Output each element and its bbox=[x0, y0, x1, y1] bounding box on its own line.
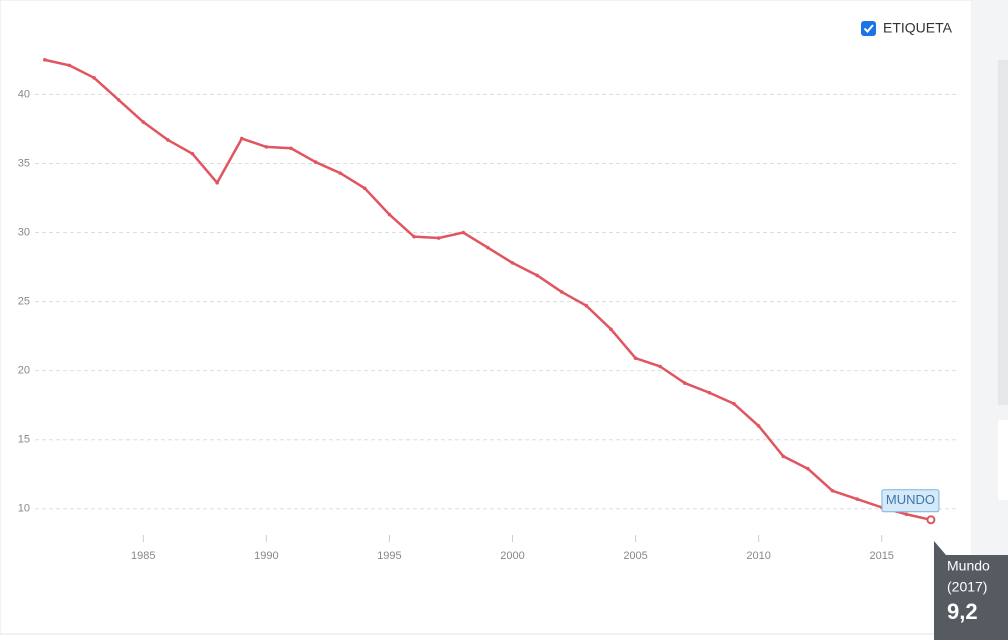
line-label-box bbox=[881, 489, 940, 513]
checkmark bbox=[863, 24, 874, 33]
data-point bbox=[732, 401, 736, 406]
tooltip-pointer bbox=[934, 541, 946, 555]
tooltip bbox=[934, 555, 1008, 640]
data-point bbox=[926, 515, 936, 525]
data-point bbox=[781, 454, 786, 459]
y-tick-label: 15 bbox=[18, 434, 30, 446]
y-tick-label: 40 bbox=[18, 88, 30, 100]
side-panel-tab bbox=[998, 420, 1008, 500]
data-point bbox=[806, 466, 810, 471]
x-tick-label: 2000 bbox=[500, 550, 524, 562]
data-point bbox=[707, 390, 712, 395]
data-point bbox=[510, 261, 515, 265]
line-label: MUNDO bbox=[886, 492, 935, 507]
data-point bbox=[461, 230, 466, 235]
data-point bbox=[830, 489, 835, 493]
data-point bbox=[215, 180, 219, 185]
data-point bbox=[682, 381, 687, 385]
data-point bbox=[904, 512, 909, 517]
data-point bbox=[633, 356, 638, 361]
x-tick-label: 2005 bbox=[623, 550, 647, 562]
x-tick-label: 1985 bbox=[131, 550, 155, 562]
data-point bbox=[264, 145, 269, 149]
data-point bbox=[116, 98, 121, 102]
data-point bbox=[412, 234, 416, 239]
data-point bbox=[92, 76, 96, 80]
data-point bbox=[387, 212, 392, 217]
x-tick-label: 1995 bbox=[377, 550, 401, 562]
data-point bbox=[338, 171, 343, 175]
data-point bbox=[67, 63, 72, 68]
y-tick-label: 20 bbox=[18, 365, 30, 377]
legend-label[interactable]: ETIQUETA bbox=[883, 20, 953, 36]
data-point bbox=[166, 138, 170, 142]
y-tick-label: 35 bbox=[18, 157, 30, 169]
data-point bbox=[436, 236, 441, 240]
data-point bbox=[239, 136, 244, 141]
tooltip-value: 9,2 bbox=[947, 599, 978, 624]
tooltip-name: Mundo bbox=[947, 558, 990, 574]
data-point bbox=[363, 186, 367, 191]
data-point bbox=[190, 151, 195, 156]
tooltip-period: (2017) bbox=[947, 579, 987, 595]
data-point bbox=[609, 327, 613, 331]
y-tick-label: 30 bbox=[18, 226, 30, 238]
y-tick-label: 10 bbox=[18, 503, 30, 515]
data-point bbox=[855, 497, 859, 501]
legend-checkbox[interactable] bbox=[861, 21, 876, 36]
x-tick-label: 2015 bbox=[869, 550, 893, 562]
data-point bbox=[43, 58, 47, 62]
x-tick-label: 1990 bbox=[254, 550, 278, 562]
chart-frame bbox=[0, 0, 973, 635]
data-point bbox=[313, 160, 318, 164]
data-point bbox=[756, 424, 761, 428]
y-tick-label: 25 bbox=[18, 295, 30, 307]
x-tick-label: 2010 bbox=[746, 550, 770, 562]
data-point bbox=[584, 303, 589, 308]
data-point bbox=[535, 273, 539, 278]
side-panel-tab bbox=[998, 60, 1008, 405]
data-point bbox=[141, 120, 146, 124]
data-point bbox=[559, 290, 564, 294]
data-point bbox=[289, 146, 293, 151]
data-point bbox=[658, 364, 662, 369]
legend[interactable]: ETIQUETA bbox=[861, 20, 953, 36]
data-point bbox=[486, 245, 490, 250]
